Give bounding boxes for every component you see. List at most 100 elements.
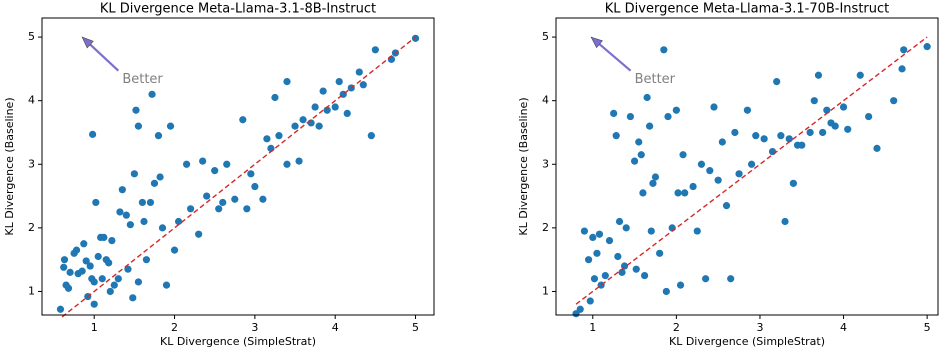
point: [681, 189, 689, 197]
point: [814, 71, 823, 79]
y-tick-label: 4: [28, 94, 35, 107]
point: [307, 119, 315, 127]
point: [187, 205, 195, 213]
annotation-arrow: [89, 43, 120, 72]
point: [735, 170, 743, 178]
point: [635, 138, 643, 146]
point: [590, 275, 599, 283]
point: [806, 128, 814, 137]
x-axis-label: KL Divergence (SimpleStrat): [669, 335, 825, 348]
point: [626, 112, 634, 121]
point: [283, 160, 291, 168]
point: [92, 198, 100, 207]
point: [129, 294, 137, 302]
point: [140, 217, 148, 226]
point: [586, 297, 594, 305]
point: [664, 112, 672, 121]
point: [693, 227, 701, 235]
point: [789, 179, 797, 187]
point: [215, 205, 223, 213]
point: [72, 246, 81, 254]
point: [777, 132, 785, 140]
point: [335, 77, 343, 86]
point: [595, 230, 604, 238]
point: [174, 217, 183, 226]
point: [865, 112, 873, 121]
point: [130, 170, 138, 178]
point: [651, 173, 660, 181]
x-tick-label: 4: [332, 321, 339, 334]
annotation-arrow: [598, 43, 632, 72]
point: [672, 106, 680, 114]
point: [649, 179, 657, 187]
point: [295, 157, 303, 165]
x-tick-label: 3: [251, 321, 258, 334]
point: [898, 65, 906, 73]
point: [148, 90, 156, 98]
x-axis-label: KL Divergence (SimpleStrat): [160, 335, 316, 348]
point: [601, 271, 609, 280]
point: [195, 230, 203, 238]
reference-line: [61, 36, 416, 318]
point: [706, 167, 714, 175]
point: [890, 97, 898, 105]
point: [56, 305, 65, 313]
point: [323, 106, 331, 114]
point: [126, 221, 134, 229]
point: [219, 198, 227, 207]
point: [315, 122, 323, 130]
point: [618, 268, 626, 276]
point: [605, 236, 614, 245]
x-tick-label: 1: [91, 321, 98, 334]
chart-title: KL Divergence Meta-Llama-3.1-70B-Instruc…: [605, 2, 890, 17]
annotation-text: Better: [122, 72, 163, 87]
point: [647, 227, 655, 235]
point: [656, 249, 664, 257]
point: [873, 144, 881, 152]
y-axis-label: KL Divergence (Baseline): [3, 97, 16, 235]
point: [576, 305, 584, 313]
point: [702, 275, 710, 283]
point: [747, 160, 756, 168]
point: [156, 173, 164, 181]
point: [646, 122, 654, 130]
x-tick-label: 5: [412, 321, 419, 334]
point: [900, 46, 908, 54]
point: [773, 77, 781, 86]
point: [612, 132, 620, 140]
chart-title: KL Divergence Meta-Llama-3.1-8B-Instruct: [100, 2, 376, 17]
point: [199, 157, 207, 165]
point: [785, 135, 793, 143]
point: [170, 246, 179, 254]
point: [319, 87, 327, 95]
point: [64, 284, 73, 292]
point: [831, 122, 839, 130]
point: [752, 132, 760, 140]
point: [689, 182, 697, 191]
point: [80, 240, 88, 248]
point: [291, 122, 299, 130]
point: [60, 256, 69, 264]
point: [275, 132, 283, 140]
x-tick-label: 4: [840, 321, 847, 334]
point: [622, 224, 630, 232]
point: [743, 106, 752, 114]
point: [108, 236, 116, 245]
point: [614, 252, 622, 261]
point: [844, 125, 852, 133]
point: [162, 281, 171, 289]
y-tick-label: 1: [542, 284, 549, 297]
point: [819, 128, 827, 137]
annotation-arrowhead: [590, 36, 603, 49]
point: [211, 167, 219, 175]
point: [371, 46, 379, 54]
point: [823, 106, 831, 114]
point: [367, 132, 375, 140]
point: [271, 93, 279, 102]
point: [660, 46, 668, 54]
point: [106, 287, 114, 296]
point: [98, 275, 106, 283]
point: [343, 109, 351, 117]
point: [158, 224, 167, 232]
point: [223, 160, 231, 168]
